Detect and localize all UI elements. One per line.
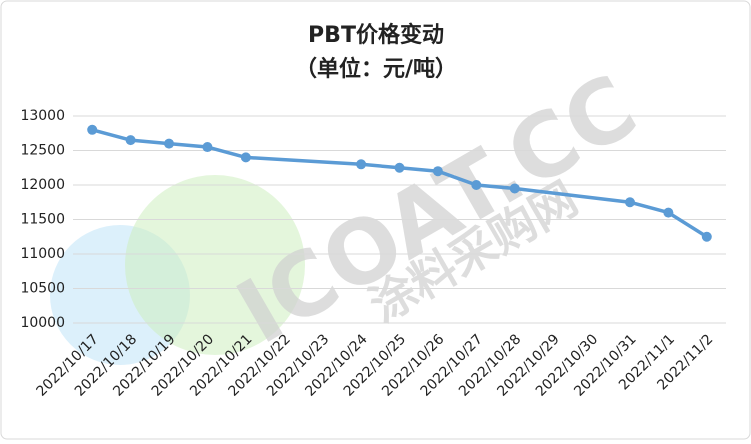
data-point bbox=[471, 180, 482, 190]
y-tick-label: 12000 bbox=[20, 177, 65, 193]
y-tick-label: 13000 bbox=[20, 108, 65, 124]
y-tick-label: 10500 bbox=[20, 281, 65, 297]
data-point bbox=[356, 159, 367, 170]
gap-connector bbox=[245, 155, 362, 167]
y-tick-label: 10000 bbox=[20, 315, 65, 331]
data-point bbox=[624, 197, 635, 208]
y-tick-label: 11000 bbox=[20, 246, 65, 262]
chart-subtitle: （单位：元/吨） bbox=[295, 56, 457, 82]
data-point bbox=[202, 142, 213, 153]
data-point bbox=[125, 135, 136, 146]
data-point bbox=[663, 207, 674, 218]
data-point bbox=[509, 183, 520, 194]
data-point bbox=[701, 231, 712, 242]
gap-connector bbox=[514, 186, 631, 204]
y-tick-label: 11500 bbox=[20, 212, 65, 228]
y-tick-label: 12500 bbox=[20, 143, 65, 159]
chart-title: PBT价格变动 bbox=[308, 22, 444, 48]
data-point bbox=[394, 162, 405, 173]
data-point bbox=[164, 138, 175, 149]
data-point bbox=[432, 166, 443, 177]
data-point bbox=[87, 124, 98, 135]
data-point bbox=[240, 152, 251, 163]
